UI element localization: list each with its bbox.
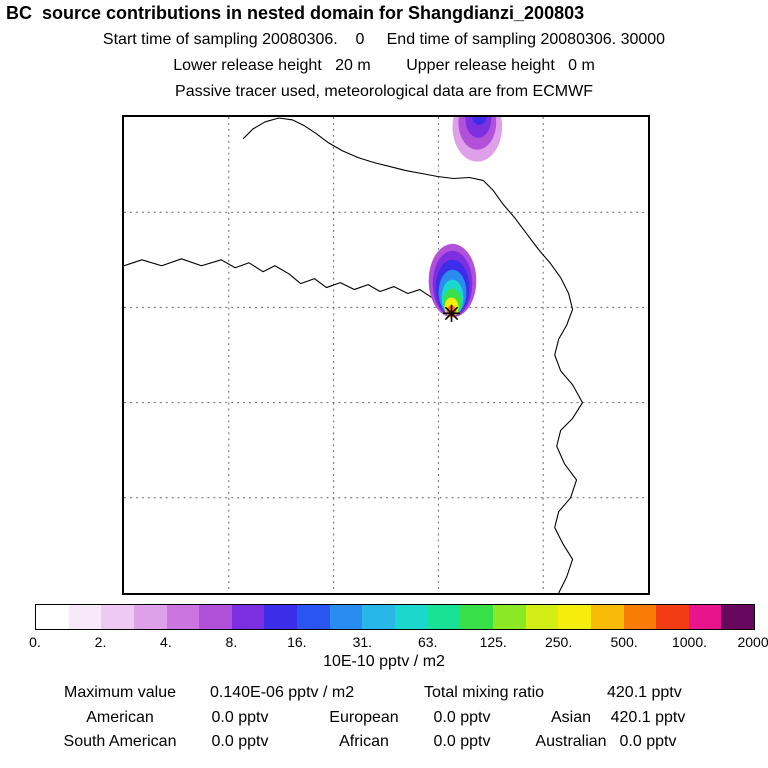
total-mixing-ratio-label: Total mixing ratio bbox=[424, 684, 545, 701]
colorbar-tick-label: 1000. bbox=[671, 634, 708, 650]
colorbar-segment bbox=[36, 605, 69, 629]
region-label-american: American bbox=[86, 709, 154, 726]
colorbar-segment bbox=[623, 605, 657, 629]
stats-row-regions-1: American 0.0 pptv European 0.0 pptv Asia… bbox=[0, 709, 768, 729]
region-value-european: 0.0 pptv bbox=[433, 709, 491, 726]
region-label-australian: Australian bbox=[535, 733, 607, 750]
colorbar-segment bbox=[101, 605, 134, 629]
plume-layer bbox=[465, 117, 492, 138]
colorbar-segment bbox=[199, 605, 232, 629]
colorbar-segment bbox=[460, 605, 493, 629]
region-value-south-american: 0.0 pptv bbox=[211, 733, 269, 750]
stats-row-maximum: Maximum value 0.140E-06 pptv / m2 Total … bbox=[0, 684, 768, 704]
colorbar-tick-label: 8. bbox=[225, 634, 238, 650]
region-label-south-american: South American bbox=[63, 733, 177, 750]
colorbar-segment bbox=[264, 605, 298, 629]
colorbar-tick-row: 0. 2. 4. 8. 16. 31. 63. 125. 250. 500. 1000. 2000. bbox=[29, 634, 768, 651]
colorbar-segment bbox=[231, 605, 265, 629]
colorbar-segment bbox=[133, 605, 167, 629]
region-value-american: 0.0 pptv bbox=[211, 709, 269, 726]
colorbar bbox=[35, 604, 755, 630]
colorbar-segment bbox=[329, 605, 363, 629]
max-value: 0.140E-06 pptv / m2 bbox=[210, 684, 355, 701]
colorbar-segment bbox=[297, 605, 330, 629]
colorbar-segment bbox=[558, 605, 591, 629]
max-value-label: Maximum value bbox=[64, 684, 177, 701]
region-value-asian: 420.1 pptv bbox=[610, 709, 686, 726]
region-label-african: African bbox=[339, 733, 389, 750]
total-mixing-ratio-value: 420.1 pptv bbox=[607, 684, 682, 701]
colorbar-tick-label: 2. bbox=[94, 634, 107, 650]
tracer-info-line: Passive tracer used, meteorological data… bbox=[175, 83, 593, 100]
colorbar-segment bbox=[362, 605, 396, 629]
region-label-asian: Asian bbox=[550, 709, 592, 726]
colorbar-tick-label: 31. bbox=[352, 634, 373, 650]
colorbar-segment bbox=[395, 605, 428, 629]
colorbar-unit-label: 10E-10 pptv / m2 bbox=[323, 653, 445, 670]
colorbar-tick-label: 0. bbox=[29, 634, 41, 650]
map-panel bbox=[122, 115, 650, 595]
release-site-marker bbox=[445, 306, 458, 320]
colorbar-segment bbox=[721, 605, 755, 629]
colorbar-tick-label: 63. bbox=[417, 634, 438, 650]
colorbar-segment bbox=[68, 605, 102, 629]
colorbar-tick-label: 2000. bbox=[737, 634, 768, 650]
release-height-line: Lower release height 20 m Upper release … bbox=[173, 57, 595, 74]
chart-title: BC source contributions in nested domain… bbox=[6, 3, 585, 23]
colorbar-segment bbox=[525, 605, 559, 629]
sampling-time-line: Start time of sampling 20080306. 0 End t… bbox=[102, 31, 666, 48]
colorbar-tick-label: 4. bbox=[160, 634, 172, 650]
colorbar-segment bbox=[688, 605, 722, 629]
colorbar-tick-label: 250. bbox=[544, 634, 573, 650]
plume-layer bbox=[471, 117, 487, 125]
region-value-african: 0.0 pptv bbox=[433, 733, 491, 750]
colorbar-segment bbox=[492, 605, 526, 629]
stats-row-regions-2: South American 0.0 pptv African 0.0 pptv… bbox=[0, 733, 768, 753]
map-canvas bbox=[124, 117, 648, 593]
colorbar-segment bbox=[166, 605, 200, 629]
colorbar-tick-label: 125. bbox=[479, 634, 507, 650]
colorbar-tick-label: 16. bbox=[287, 634, 307, 650]
coastline-path bbox=[124, 258, 450, 312]
coastline-path bbox=[482, 180, 584, 593]
region-label-european: European bbox=[329, 709, 399, 726]
colorbar-segment bbox=[590, 605, 624, 629]
colorbar-tick-label: 500. bbox=[610, 634, 638, 650]
colorbar-segment bbox=[656, 605, 689, 629]
colorbar-segment bbox=[427, 605, 461, 629]
coastline-path bbox=[242, 117, 484, 181]
region-value-australian: 0.0 pptv bbox=[619, 733, 677, 750]
